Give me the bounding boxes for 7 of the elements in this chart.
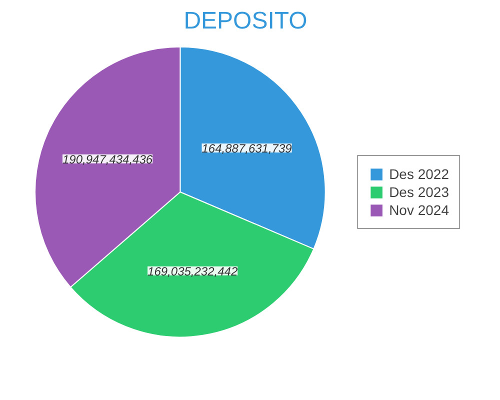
legend-label: Nov 2024 <box>389 202 449 218</box>
data-label: 190,947,434,436 <box>62 152 153 166</box>
legend-label: Des 2023 <box>389 184 449 200</box>
chart-title: DEPOSITO <box>184 8 308 34</box>
data-label: 169,035,232,442 <box>148 264 238 278</box>
data-label: 164,887,631,739 <box>202 141 292 156</box>
legend-label: Des 2022 <box>389 166 449 182</box>
